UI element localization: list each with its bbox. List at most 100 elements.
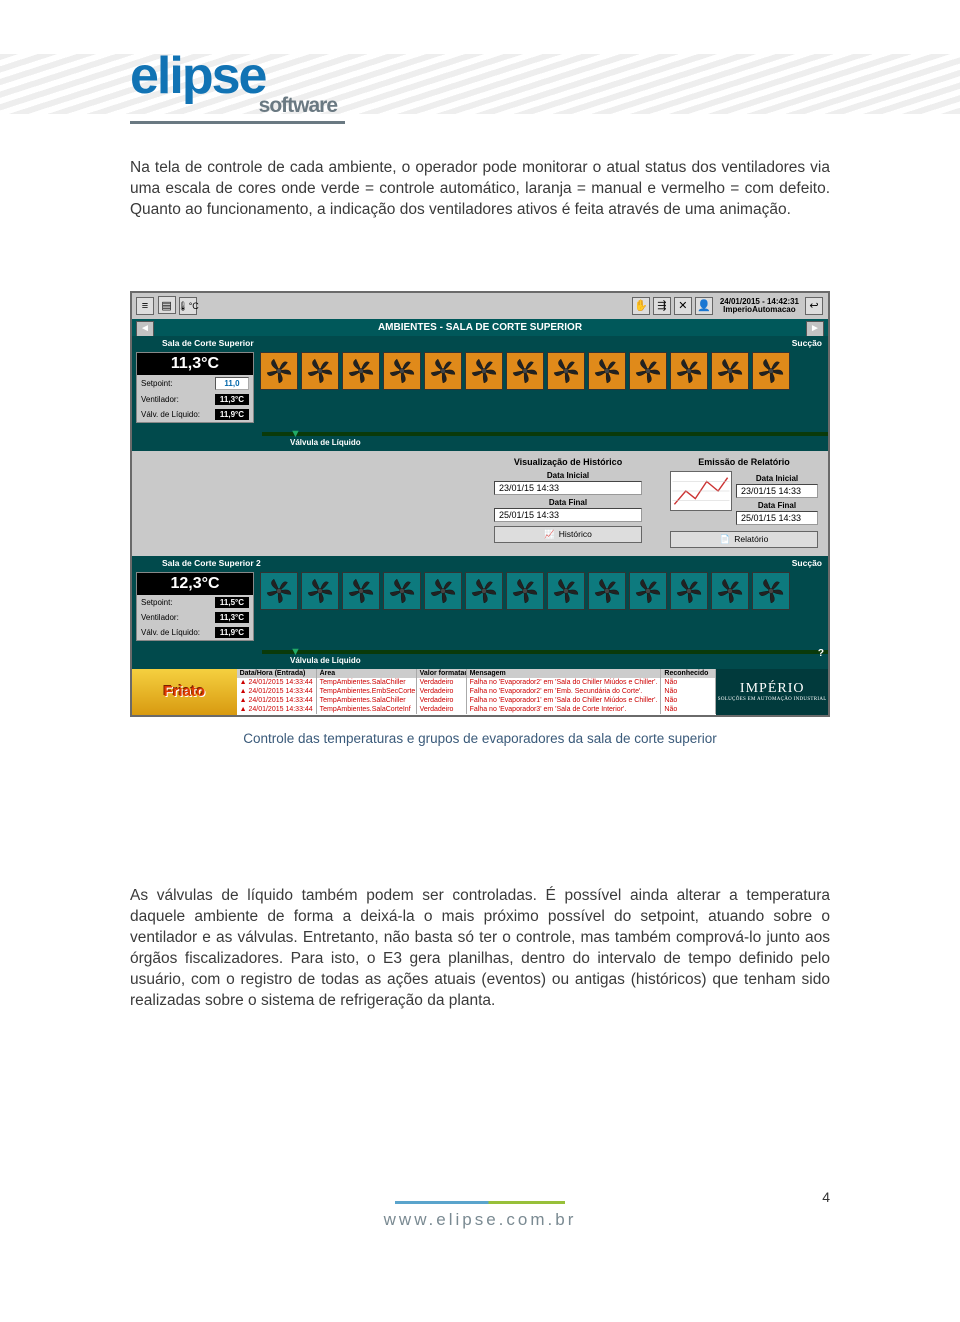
- fan-unit[interactable]: [547, 352, 585, 390]
- zone-1-panel: 11,3°C Setpoint:11,0 Ventilador:11,3°C V…: [136, 352, 254, 423]
- friato-logo: Friato: [132, 669, 237, 715]
- alarm-row[interactable]: ▲ 24/01/2015 14:33:44TempAmbientes.SalaC…: [237, 696, 717, 705]
- fan-unit[interactable]: [711, 572, 749, 610]
- user-icon[interactable]: 👤: [695, 297, 713, 315]
- tools-icon[interactable]: ✕: [674, 297, 692, 315]
- zone-2-fans: [260, 572, 790, 610]
- exit-icon[interactable]: ↩: [805, 297, 823, 315]
- figure-caption: Controle das temperaturas e grupos de ev…: [130, 731, 830, 746]
- fan-unit[interactable]: [506, 572, 544, 610]
- zone-1-vent-value: 11,3°C: [215, 394, 249, 405]
- historico-button[interactable]: 📈Histórico: [494, 526, 642, 543]
- clock-display: 24/01/2015 - 14:42:31 ImperioAutomacao: [716, 298, 803, 315]
- list-icon[interactable]: ▤: [158, 296, 176, 314]
- screenshot: ≡ ▤ 🌡°C ✋ ⇶ ✕ 👤 24/01/2015 - 14:42:31 Im…: [130, 291, 830, 717]
- fan-unit[interactable]: [588, 572, 626, 610]
- fan-unit[interactable]: [465, 352, 503, 390]
- fan-unit[interactable]: [588, 352, 626, 390]
- fan-unit[interactable]: [383, 352, 421, 390]
- zone-2-vent-value: 11,3°C: [215, 612, 249, 623]
- alarm-header: Data/Hora (Entrada) Área Valor formatado…: [237, 669, 717, 678]
- tree-icon[interactable]: ⇶: [653, 297, 671, 315]
- historico-panel: Visualização de Histórico Data Inicial 2…: [494, 457, 642, 548]
- zone-1-valve-label: Válvula de Líquido: [132, 436, 828, 451]
- alarm-row[interactable]: ▲ 24/01/2015 14:33:44TempAmbientes.SalaC…: [237, 705, 717, 714]
- valv-liquido-label-2: Válv. de Líquido:: [141, 628, 200, 637]
- hist-di-label: Data Inicial: [494, 471, 642, 480]
- nav-prev-icon[interactable]: ◄: [136, 321, 154, 337]
- rel-df-label: Data Final: [736, 501, 818, 510]
- hist-di-input[interactable]: 23/01/15 14:33: [494, 481, 642, 495]
- nav-next-icon[interactable]: ►: [806, 321, 824, 337]
- hist-df-label: Data Final: [494, 498, 642, 507]
- fan-unit[interactable]: [424, 572, 462, 610]
- report-icon: 📄: [720, 534, 731, 545]
- alarm-row[interactable]: ▲ 24/01/2015 14:33:44TempAmbientes.EmbSe…: [237, 687, 717, 696]
- rel-di-input[interactable]: 23/01/15 14:33: [736, 484, 818, 498]
- thermometer-icon[interactable]: 🌡°C: [179, 297, 197, 315]
- screen-title-bar: ◄ AMBIENTES - SALA DE CORTE SUPERIOR ►: [132, 319, 828, 336]
- zone-2-valve-label: Válvula de Líquido: [132, 654, 828, 669]
- alarm-table: Data/Hora (Entrada) Área Valor formatado…: [237, 669, 717, 715]
- zone-2-setpoint-value: 11,5°C: [215, 597, 249, 608]
- fan-unit[interactable]: [670, 352, 708, 390]
- fan-unit[interactable]: [547, 572, 585, 610]
- imperio-logo: IMPÉRIO SOLUÇÕES EM AUTOMAÇÃO INDUSTRIAL: [716, 669, 828, 715]
- fan-unit[interactable]: [383, 572, 421, 610]
- relatorio-button[interactable]: 📄Relatório: [670, 531, 818, 548]
- hand-icon[interactable]: ✋: [632, 297, 650, 315]
- zone-2-valv-value: 11,9°C: [215, 627, 249, 638]
- body-paragraph-1: Na tela de controle de cada ambiente, o …: [130, 158, 830, 221]
- fan-unit[interactable]: [424, 352, 462, 390]
- fan-unit[interactable]: [752, 572, 790, 610]
- footer-url: www.elipse.com.br: [130, 1210, 830, 1230]
- fan-unit[interactable]: [629, 572, 667, 610]
- fan-unit[interactable]: [711, 352, 749, 390]
- fan-unit[interactable]: [670, 572, 708, 610]
- scada-toolbar: ≡ ▤ 🌡°C ✋ ⇶ ✕ 👤 24/01/2015 - 14:42:31 Im…: [132, 293, 828, 319]
- fan-unit[interactable]: [629, 352, 667, 390]
- report-zone: Visualização de Histórico Data Inicial 2…: [132, 451, 828, 556]
- fan-unit[interactable]: [260, 352, 298, 390]
- zone-2-name: Sala de Corte Superior 2: [162, 558, 261, 568]
- relatorio-panel: Emissão de Relatório Data Inicial 23/01/…: [670, 457, 818, 548]
- chart-icon: 📈: [544, 529, 555, 540]
- fan-unit[interactable]: [301, 352, 339, 390]
- suction-label-1: Sucção: [792, 338, 822, 348]
- fan-unit[interactable]: [301, 572, 339, 610]
- screen-title: AMBIENTES - SALA DE CORTE SUPERIOR: [378, 322, 582, 333]
- help-icon[interactable]: ?: [818, 648, 824, 659]
- zone-1-pipe: ▼: [262, 432, 828, 436]
- zone-1-name: Sala de Corte Superior: [162, 338, 254, 348]
- zone-2-temp: 12,3°C: [137, 573, 253, 595]
- zone-2-pipe: ▼ ?: [262, 650, 828, 654]
- ventilador-label-2: Ventilador:: [141, 613, 179, 622]
- logo: elipse software: [130, 54, 830, 124]
- fan-unit[interactable]: [342, 572, 380, 610]
- historico-title: Visualização de Histórico: [494, 457, 642, 467]
- fan-unit[interactable]: [260, 572, 298, 610]
- fan-unit[interactable]: [342, 352, 380, 390]
- page-footer: 4 www.elipse.com.br: [130, 1201, 830, 1230]
- zone-1-temp: 11,3°C: [137, 353, 253, 375]
- setpoint-label: Setpoint:: [141, 379, 173, 388]
- logo-underline: [130, 121, 345, 124]
- alarm-row[interactable]: ▲ 24/01/2015 14:33:44TempAmbientes.SalaC…: [237, 678, 717, 687]
- ventilador-label: Ventilador:: [141, 395, 179, 404]
- toolbar-left: ≡ ▤ 🌡°C: [136, 296, 198, 315]
- hist-df-input[interactable]: 25/01/15 14:33: [494, 508, 642, 522]
- zone-1-fans: [260, 352, 790, 390]
- setpoint-label-2: Setpoint:: [141, 598, 173, 607]
- zone-1-valv-value: 11,9°C: [215, 409, 249, 420]
- rel-df-input[interactable]: 25/01/15 14:33: [736, 511, 818, 525]
- zone-1-setpoint-input[interactable]: 11,0: [215, 377, 249, 390]
- fan-unit[interactable]: [752, 352, 790, 390]
- zone-2-panel: 12,3°C Setpoint: 11,5°C Ventilador: 11,3°C…: [136, 572, 254, 641]
- fan-unit[interactable]: [506, 352, 544, 390]
- rel-di-label: Data Inicial: [736, 474, 818, 483]
- footer-rule: [395, 1201, 565, 1204]
- menu-icon[interactable]: ≡: [136, 297, 154, 315]
- report-preview-icon: [670, 471, 732, 511]
- fan-unit[interactable]: [465, 572, 503, 610]
- zone-2: Sala de Corte Superior 2 Sucção 12,3°C S…: [132, 556, 828, 669]
